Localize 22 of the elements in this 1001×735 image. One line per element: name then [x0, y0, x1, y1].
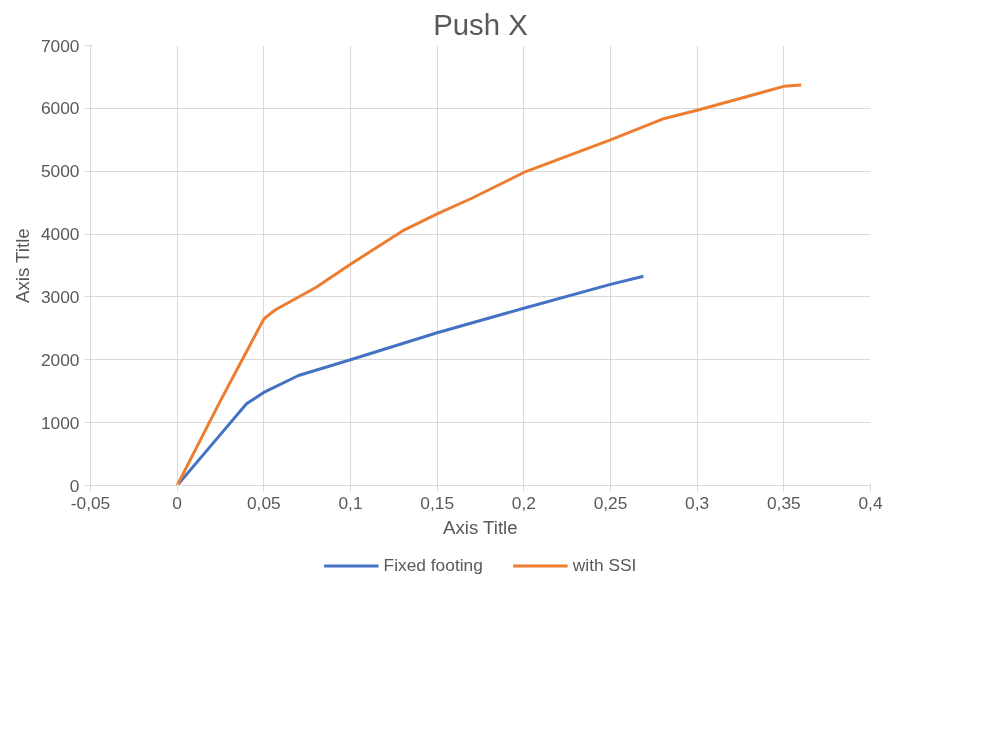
line-series	[175, 83, 803, 486]
x-tick-label: 0,4	[858, 492, 883, 513]
y-tick-label: 1000	[40, 412, 80, 433]
x-tick-label: 0,3	[685, 492, 710, 513]
y-tick-label: 5000	[40, 161, 80, 182]
x-tick-label: 0,25	[593, 492, 628, 513]
y-tick-label: 4000	[40, 224, 80, 245]
chart-title: Push X	[433, 7, 528, 41]
y-tick-label: 3000	[40, 286, 80, 307]
y-tick-label: 7000	[40, 35, 80, 56]
x-axis-title: Axis Title	[443, 516, 518, 538]
x-tick-label: 0,05	[246, 492, 281, 513]
x-tick-label: 0,2	[511, 492, 536, 513]
legend-label: with SSI	[572, 554, 637, 576]
x-tick-label: 0,15	[420, 492, 455, 513]
x-tick-label: 0	[172, 492, 182, 513]
y-tick-label: 2000	[40, 349, 80, 370]
y-tick-label: 6000	[40, 98, 80, 119]
y-axis-title: Axis Title	[11, 228, 33, 303]
x-tick-label: 0,35	[766, 492, 801, 513]
legend-label: Fixed footing	[383, 554, 483, 576]
x-tick-label: 0,1	[338, 492, 363, 513]
